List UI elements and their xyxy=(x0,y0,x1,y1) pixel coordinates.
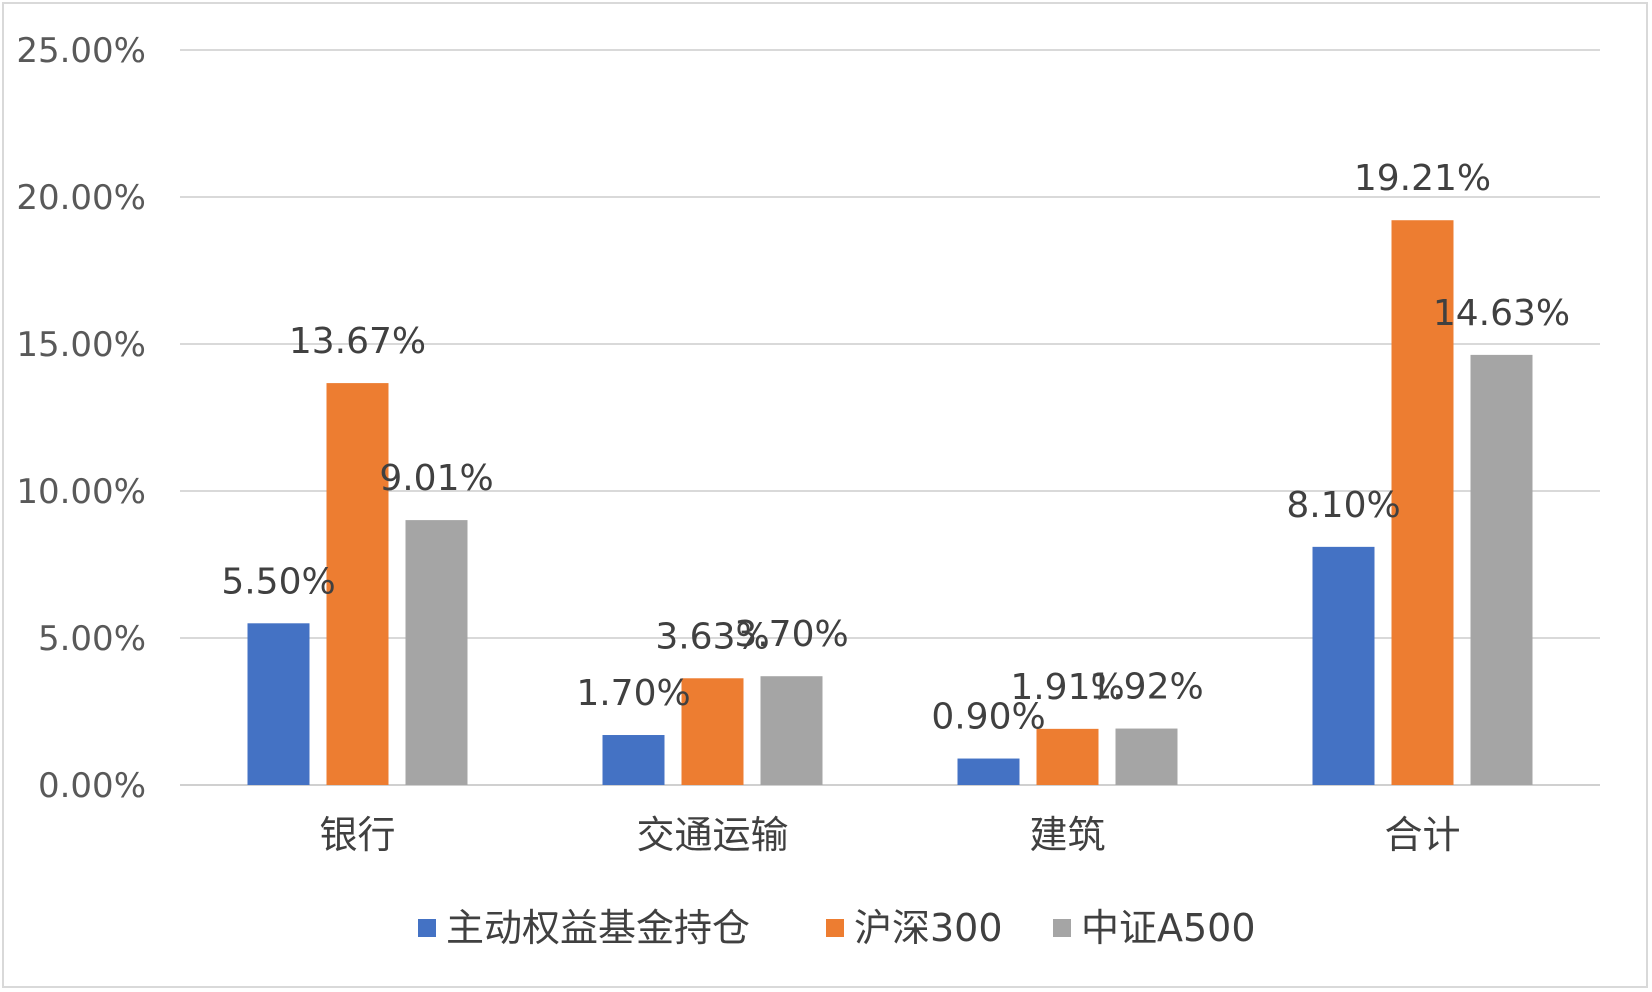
data-labels: 5.50% 13.67% 9.01% 1.70% 3.63%3.70% 0.90%1.91… xyxy=(221,158,1570,737)
category-label: 合计 xyxy=(1384,813,1460,857)
data-label: 8.10% xyxy=(1286,485,1400,526)
data-label: 13.67% xyxy=(289,321,426,362)
bar xyxy=(1036,728,1099,785)
bars xyxy=(247,220,1533,785)
bar xyxy=(247,623,310,785)
category-label: 银行 xyxy=(319,813,395,857)
legend-label: 主动权益基金持仓 xyxy=(446,906,750,950)
data-label: 0.90% xyxy=(931,697,1045,738)
legend: 主动权益基金持仓 沪深300 中证A500 xyxy=(418,906,1256,950)
data-label: 14.63% xyxy=(1433,293,1570,334)
bar xyxy=(405,520,468,785)
data-label: 1.92% xyxy=(1089,667,1203,708)
category-label: 建筑 xyxy=(1029,813,1105,857)
bar xyxy=(957,758,1020,785)
legend-label: 沪深300 xyxy=(854,906,1003,950)
data-label: 19.21% xyxy=(1354,158,1491,199)
legend-swatch xyxy=(418,919,436,937)
category-labels: 银行 交通运输 建筑 合计 xyxy=(319,813,1460,857)
y-tick-label: 5.00% xyxy=(38,619,146,659)
bar xyxy=(602,735,665,785)
bar xyxy=(1312,546,1375,785)
bar xyxy=(760,676,823,785)
legend-label: 中证A500 xyxy=(1081,906,1256,950)
data-label: 3.63% xyxy=(655,616,769,657)
y-tick-label: 20.00% xyxy=(16,178,146,218)
bar xyxy=(1470,354,1533,785)
data-label: 3.70% xyxy=(734,614,848,655)
y-tick-label: 0.00% xyxy=(38,766,146,806)
bar xyxy=(1391,220,1454,785)
bar xyxy=(1115,728,1178,785)
data-label: 1.70% xyxy=(576,673,690,714)
data-label: 9.01% xyxy=(379,458,493,499)
y-axis-tick-labels: 0.00% 5.00% 10.00% 15.00% 20.00% 25.00% xyxy=(16,31,146,806)
category-label: 交通运输 xyxy=(636,813,788,857)
y-tick-label: 10.00% xyxy=(16,472,146,512)
y-tick-label: 15.00% xyxy=(16,325,146,365)
y-tick-label: 25.00% xyxy=(16,31,146,71)
legend-swatch xyxy=(1053,919,1071,937)
bar xyxy=(681,678,744,785)
bar xyxy=(326,383,389,785)
legend-swatch xyxy=(826,919,844,937)
data-label: 1.91% xyxy=(1010,667,1124,708)
data-label: 5.50% xyxy=(221,561,335,602)
